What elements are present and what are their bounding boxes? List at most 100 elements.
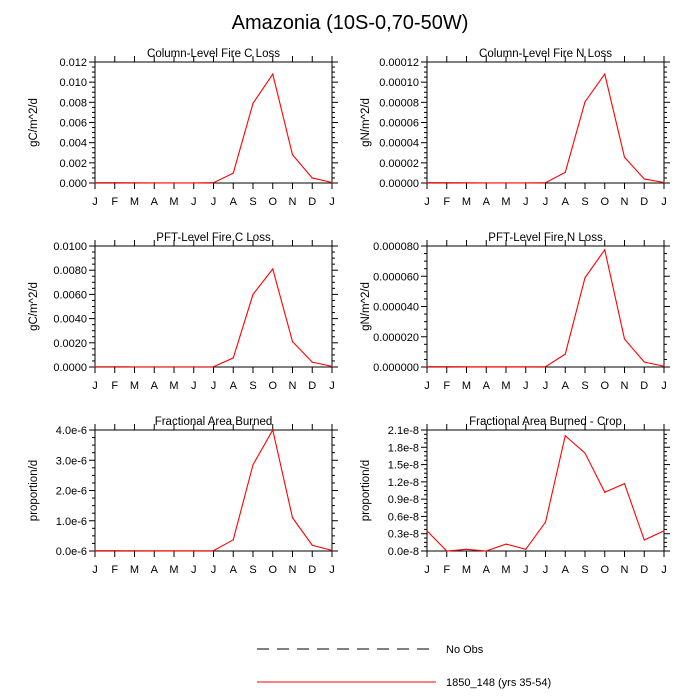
x-tick-label: M: [462, 564, 471, 576]
x-tick-label: A: [483, 196, 491, 208]
x-tick-label: S: [581, 380, 588, 392]
y-tick-label: 0.3e-8: [388, 529, 419, 541]
y-tick-label: 0.006: [59, 118, 87, 130]
x-tick-label: J: [329, 380, 335, 392]
series-point: [643, 361, 645, 363]
series-point: [114, 182, 116, 184]
series-point: [564, 435, 566, 437]
x-tick-label: O: [600, 564, 609, 576]
series-point: [272, 268, 274, 270]
x-tick-label: M: [462, 196, 471, 208]
y-tick-label: 0.00010: [379, 77, 419, 89]
y-tick-label: 0.0100: [53, 241, 87, 253]
x-tick-label: J: [191, 196, 197, 208]
x-tick-label: O: [268, 380, 277, 392]
y-tick-label: 1.8e-8: [388, 442, 419, 454]
plot-frame: [426, 245, 665, 368]
series-point: [643, 178, 645, 180]
series-point: [272, 429, 274, 431]
series-line: [95, 72, 333, 184]
series-point: [525, 548, 527, 550]
series-point: [584, 277, 586, 279]
x-tick-label: J: [661, 380, 667, 392]
series-point: [232, 357, 234, 359]
series-point: [153, 182, 155, 184]
x-tick-label: J: [191, 564, 197, 576]
y-tick-label: 2.1e-8: [388, 425, 419, 437]
x-tick-label: J: [211, 564, 217, 576]
x-tick-label: A: [151, 380, 159, 392]
x-tick-label: M: [501, 564, 510, 576]
plot-frame: [94, 429, 333, 552]
series-point: [173, 550, 175, 552]
x-tick-label: S: [249, 380, 256, 392]
plot-frame: [426, 61, 665, 184]
series-point: [133, 366, 136, 368]
series-point: [525, 366, 527, 368]
y-tick-label: 0.0e-8: [388, 546, 419, 558]
x-tick-label: A: [562, 564, 570, 576]
series-point: [525, 182, 527, 184]
series-line: [426, 434, 665, 552]
figure-title: Amazonia (10S-0,70-50W): [231, 12, 469, 34]
series-point: [311, 361, 313, 363]
x-tick-label: J: [523, 380, 529, 392]
series-line: [95, 428, 333, 552]
x-tick-label: D: [640, 380, 648, 392]
series-point: [311, 544, 313, 546]
y-tick-label: 0.0000: [53, 362, 87, 374]
panel-title: Fractional Area Burned - Crop: [469, 416, 622, 428]
y-tick-label: 0.000060: [373, 271, 419, 283]
y-tick-label: 0.0060: [53, 289, 87, 301]
x-tick-label: D: [640, 564, 648, 576]
series-point: [133, 182, 136, 184]
x-tick-label: J: [424, 564, 430, 576]
x-tick-label: M: [501, 380, 510, 392]
x-tick-label: A: [230, 196, 238, 208]
series-point: [114, 550, 116, 552]
y-tick-label: 0.000020: [373, 332, 419, 344]
x-tick-label: J: [523, 564, 529, 576]
series-point: [505, 366, 507, 368]
series-point: [643, 539, 645, 541]
y-tick-label: 0.004: [59, 138, 87, 150]
series-point: [465, 366, 468, 368]
series-point: [564, 171, 566, 174]
series-point: [252, 464, 254, 466]
x-tick-label: J: [211, 196, 217, 208]
series-point: [426, 366, 428, 368]
x-tick-label: J: [92, 564, 98, 576]
x-tick-label: O: [600, 380, 609, 392]
y-tick-label: 0.0080: [53, 265, 87, 277]
x-tick-label: J: [424, 380, 430, 392]
x-tick-label: A: [230, 564, 238, 576]
series-point: [94, 366, 96, 368]
x-tick-label: F: [443, 196, 450, 208]
y-tick-label: 0.6e-8: [388, 511, 419, 523]
y-tick-label: 0.00012: [379, 57, 419, 69]
x-tick-label: N: [621, 564, 629, 576]
x-tick-label: O: [600, 196, 609, 208]
x-tick-label: A: [151, 196, 159, 208]
x-tick-label: J: [523, 196, 529, 208]
series-point: [153, 366, 155, 368]
series-point: [153, 550, 155, 552]
series-point: [505, 182, 507, 184]
y-tick-label: 0.0040: [53, 314, 87, 326]
panel-title: PFT-Level Fire C Loss: [156, 232, 271, 244]
y-tick-label: 0.000040: [373, 302, 419, 314]
x-tick-label: D: [308, 196, 316, 208]
series-point: [272, 73, 274, 75]
series-point: [544, 521, 547, 523]
x-tick-label: A: [483, 564, 491, 576]
series-point: [252, 102, 254, 104]
x-tick-label: D: [308, 564, 316, 576]
series-line: [95, 267, 333, 368]
y-axis-label: proportion/d: [360, 460, 372, 521]
y-tick-label: 0.00008: [379, 97, 419, 109]
series-point: [623, 156, 626, 158]
series-point: [663, 181, 665, 184]
